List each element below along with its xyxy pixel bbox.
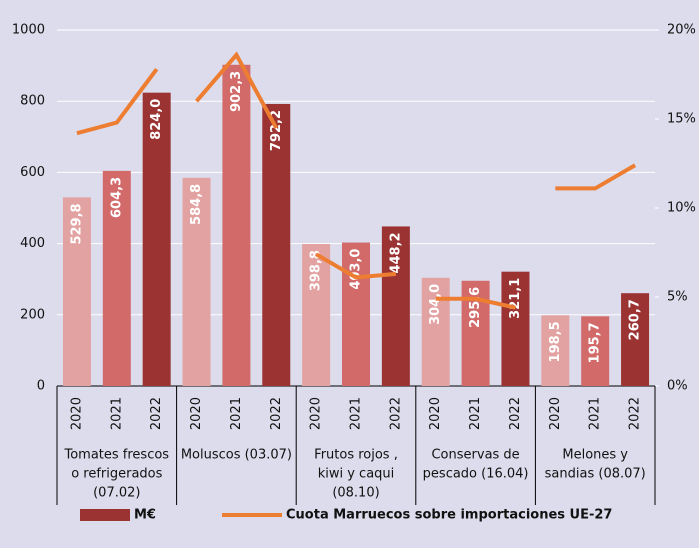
bar [262, 103, 291, 386]
value-label: 604,3 [109, 177, 124, 218]
value-label: 195,7 [588, 322, 603, 363]
bar [302, 244, 331, 386]
group-label: o refrigerados [71, 467, 162, 482]
group-label: Conservas de [431, 448, 519, 463]
x-tick-label: 2021 [468, 397, 483, 430]
group-label: (07.02) [93, 486, 140, 501]
x-tick-label: 2020 [309, 397, 324, 430]
line [76, 51, 637, 310]
bar [501, 271, 530, 386]
bar [381, 226, 410, 386]
y-tick-label: 800 [20, 94, 45, 109]
y-tick-label: 0 [37, 379, 45, 394]
legend-label: Cuota Marruecos sobre importaciones UE-2… [286, 508, 612, 523]
value-label: 260,7 [628, 299, 643, 340]
y2-tick-label: 20% [667, 23, 696, 38]
group-label: (08.10) [332, 486, 379, 501]
bar [142, 92, 171, 386]
group-label: Moluscos (03.07) [181, 448, 292, 463]
value-label: 529,8 [69, 203, 84, 244]
value-label: 295,6 [468, 287, 483, 328]
value-label: 398,8 [309, 250, 324, 291]
value-label: 448,2 [388, 232, 403, 273]
group-label: Melones y [562, 448, 628, 463]
x-tick-label: 2022 [269, 397, 284, 430]
x-tick-label: 2022 [149, 397, 164, 430]
x-tick-label: 2022 [508, 397, 523, 430]
group-label: Tomates frescos [63, 448, 169, 463]
group-label: Frutos rojos , [314, 448, 398, 463]
group-label: sandias (08.07) [545, 467, 646, 482]
group-label: kiwi y caqui [318, 467, 395, 482]
group-label: pescado (16.04) [423, 467, 529, 482]
x-tick-label: 2020 [189, 397, 204, 430]
x-tick-label: 2021 [588, 397, 603, 430]
y2-tick-label: 5% [667, 290, 688, 305]
y-tick-label: 400 [20, 236, 45, 251]
y-tick-label: 200 [20, 307, 45, 322]
value-label: 321,1 [508, 278, 523, 319]
x-tick-label: 2021 [349, 397, 364, 430]
bar [621, 293, 650, 386]
y2-tick-label: 15% [667, 112, 696, 127]
x-tick-label: 2022 [628, 397, 643, 430]
legend-swatch [80, 509, 130, 521]
x-tick-label: 2022 [388, 397, 403, 430]
x-tick-label: 2020 [69, 397, 84, 430]
value-label: 902,3 [229, 71, 244, 112]
bar [102, 170, 131, 386]
bar [421, 277, 450, 386]
legend-label: M€ [134, 508, 156, 523]
y-tick-label: 600 [20, 165, 45, 180]
y-tick-label: 1000 [12, 23, 45, 38]
value-label: 824,0 [149, 99, 164, 140]
y2-tick-label: 10% [667, 201, 696, 216]
x-tick-label: 2021 [229, 397, 244, 430]
x-tick-label: 2021 [109, 397, 124, 430]
x-tick-label: 2020 [548, 397, 563, 430]
value-label: 403,0 [349, 249, 364, 290]
value-label: 198,5 [548, 321, 563, 362]
bar [62, 197, 91, 386]
bar [581, 316, 610, 386]
x-tick-label: 2020 [428, 397, 443, 430]
bar [222, 64, 251, 387]
value-label: 584,8 [189, 184, 204, 225]
bar [182, 177, 211, 386]
bar [342, 242, 370, 386]
y2-tick-label: 0% [667, 379, 688, 394]
bar [541, 315, 570, 386]
value-label: 304,0 [428, 284, 443, 325]
